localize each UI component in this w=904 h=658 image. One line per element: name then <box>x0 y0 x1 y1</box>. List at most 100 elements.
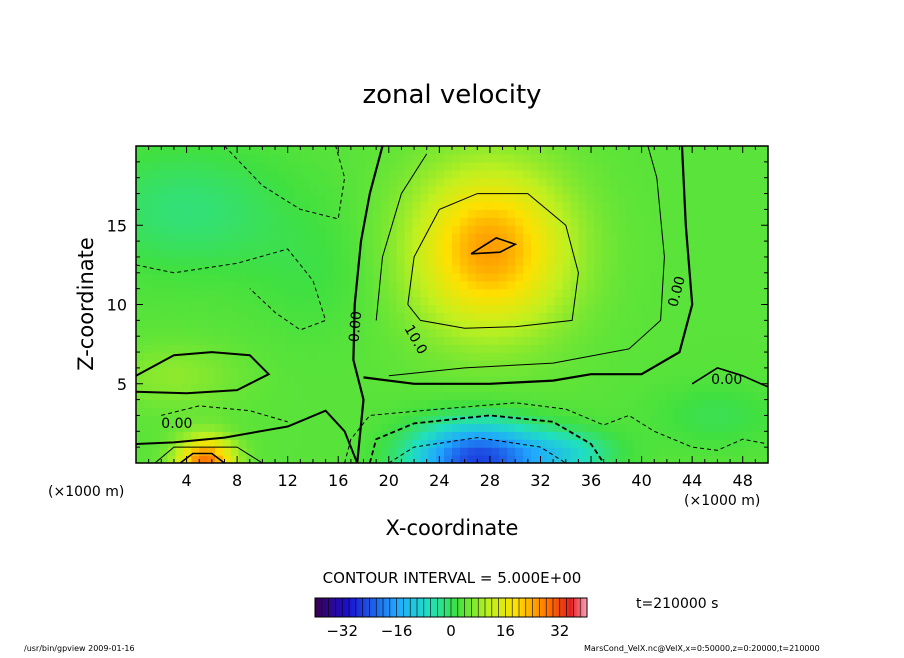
field-cell <box>412 153 421 163</box>
field-cell <box>633 431 643 440</box>
field-cell <box>388 391 398 401</box>
field-cell <box>712 423 722 432</box>
field-cell <box>649 233 658 242</box>
field-cell <box>704 383 714 393</box>
field-cell <box>538 296 548 306</box>
field-cell <box>554 264 564 274</box>
field-cell <box>388 280 398 290</box>
field-cell <box>610 391 619 401</box>
field-cell <box>159 375 169 385</box>
field-cell <box>143 447 153 456</box>
field-cell <box>412 280 421 290</box>
field-cell <box>191 233 200 242</box>
field-cell <box>515 241 524 250</box>
field-cell <box>349 439 358 448</box>
field-cell <box>602 272 611 282</box>
field-cell <box>491 399 500 409</box>
field-cell <box>215 146 224 155</box>
field-cell <box>246 256 256 266</box>
field-cell <box>507 296 516 306</box>
field-cell <box>610 423 619 432</box>
field-cell <box>136 344 145 353</box>
field-cell <box>286 217 295 226</box>
field-cell <box>696 312 706 321</box>
field-cell <box>380 185 390 195</box>
field-cell <box>341 272 350 282</box>
field-cell <box>760 249 768 258</box>
field-cell <box>428 233 437 242</box>
field-cell <box>633 264 643 274</box>
field-cell <box>373 249 382 258</box>
field-cell <box>199 272 208 282</box>
field-cell <box>515 217 524 226</box>
field-cell <box>230 359 240 369</box>
field-cell <box>610 399 619 409</box>
field-cell <box>610 225 619 234</box>
field-cell <box>428 439 437 448</box>
field-cell <box>578 264 587 274</box>
field-cell <box>594 391 603 401</box>
field-cell <box>262 225 271 234</box>
field-cell <box>467 383 477 393</box>
field-cell <box>262 359 271 369</box>
field-cell <box>570 169 579 179</box>
field-cell <box>744 391 753 401</box>
field-cell <box>475 241 485 250</box>
field-cell <box>546 272 556 282</box>
field-cell <box>752 225 761 234</box>
field-cell <box>760 217 768 226</box>
field-cell <box>594 431 603 440</box>
field-cell <box>238 415 248 424</box>
field-cell <box>380 241 390 250</box>
field-cell <box>301 193 311 203</box>
field-cell <box>641 391 651 401</box>
field-cell <box>728 296 737 306</box>
field-cell <box>341 177 350 187</box>
field-cell <box>254 296 263 306</box>
field-cell <box>222 201 232 210</box>
field-cell <box>696 264 706 274</box>
field-cell <box>665 391 674 401</box>
field-cell <box>594 280 603 290</box>
field-cell <box>507 288 516 298</box>
field-cell <box>475 153 485 163</box>
field-cell <box>404 193 414 203</box>
field-cell <box>515 177 524 187</box>
field-cell <box>357 225 366 234</box>
field-cell <box>341 447 350 456</box>
y-tick-label: 5 <box>117 375 127 394</box>
field-cell <box>254 185 263 195</box>
field-cell <box>412 296 421 306</box>
field-cell <box>388 455 398 463</box>
field-cell <box>191 256 200 266</box>
field-cell <box>294 431 303 440</box>
field-cell <box>736 185 745 195</box>
field-cell <box>404 296 414 306</box>
field-cell <box>143 344 153 353</box>
field-cell <box>538 344 548 353</box>
field-cell <box>570 407 579 417</box>
field-cell <box>151 161 161 171</box>
field-cell <box>736 375 745 385</box>
field-cell <box>610 201 619 210</box>
field-cell <box>151 383 161 393</box>
field-cell <box>436 177 445 187</box>
field-cell <box>270 217 279 226</box>
field-cell <box>673 439 682 448</box>
field-cell <box>428 272 437 282</box>
field-cell <box>215 264 224 274</box>
field-cell <box>420 249 429 258</box>
field-cell <box>546 201 556 210</box>
field-cell <box>538 399 548 409</box>
field-cell <box>531 225 540 234</box>
field-cell <box>728 407 737 417</box>
contour-label: 0.00 <box>347 310 366 342</box>
field-cell <box>222 304 232 314</box>
field-cell <box>467 146 477 155</box>
field-cell <box>325 304 335 314</box>
field-cell <box>736 209 745 218</box>
field-cell <box>720 146 730 155</box>
field-cell <box>720 439 730 448</box>
field-cell <box>444 209 453 218</box>
field-cell <box>578 241 587 250</box>
